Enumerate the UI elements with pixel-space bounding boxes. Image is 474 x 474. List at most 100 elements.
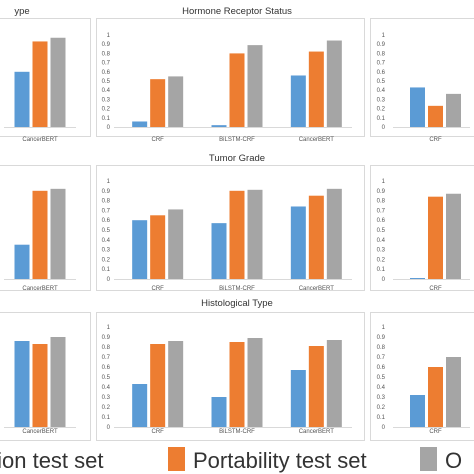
category-label: CancerBERT [22, 429, 58, 435]
y-tick-label: 0.7 [102, 61, 111, 67]
panel-frame [96, 312, 365, 441]
bar [168, 341, 184, 427]
category-label: CancerBERT [22, 137, 58, 143]
y-tick-label: 0 [382, 277, 386, 283]
chart-panel-7: CancerBERT [0, 312, 91, 441]
bar [428, 367, 443, 427]
y-tick-label: 0.7 [377, 61, 386, 67]
category-label: CRF [151, 137, 164, 143]
category-label: CancerBERT [299, 286, 335, 292]
bar [211, 397, 227, 427]
chart-panel-1: ype CancerBERT [0, 6, 91, 143]
legend-label: O [445, 448, 462, 473]
y-tick-label: 0.3 [102, 395, 111, 401]
bar [211, 125, 227, 127]
bar [290, 75, 306, 127]
y-tick-label: 0.2 [102, 107, 111, 113]
y-tick-label: 0.9 [102, 42, 111, 48]
y-tick-label: 0.5 [377, 375, 386, 381]
bar [428, 105, 443, 127]
y-tick-label: 0.2 [102, 257, 111, 263]
bar [168, 76, 184, 127]
bar [410, 87, 425, 127]
panel-title: Hormone Receptor Status [182, 6, 292, 17]
bar [410, 395, 425, 427]
bar [14, 71, 30, 127]
y-tick-label: 0.3 [102, 97, 111, 103]
panel-title: ype [14, 6, 29, 17]
y-tick-label: 0.3 [377, 248, 386, 254]
y-tick-label: 0.2 [377, 405, 386, 411]
bar [308, 195, 324, 279]
chart-panel-5: Tumor Grade 0 0.1 0.2 0.3 0.4 0.5 0.6 0.7 0.8 0.9 1… [96, 153, 365, 292]
y-tick-label: 0.7 [102, 208, 111, 214]
y-tick-label: 0.1 [102, 267, 111, 273]
y-tick-label: 0.9 [377, 335, 386, 341]
panel-frame [96, 18, 365, 137]
category-label: CRF [429, 286, 442, 292]
y-tick-label: 0.1 [102, 116, 111, 122]
bar [150, 79, 166, 127]
y-tick-label: 0.4 [102, 385, 111, 391]
y-tick-label: 0 [107, 125, 111, 131]
y-tick-label: 0.1 [377, 415, 386, 421]
chart-panel-3: 0 0.1 0.2 0.3 0.4 0.5 0.6 0.7 0.8 0.9 1 CRF [370, 18, 474, 143]
category-label: CRF [151, 286, 164, 292]
bar [150, 215, 166, 279]
y-tick-label: 0.6 [377, 70, 386, 76]
category-label: BiLSTM-CRF [219, 429, 255, 435]
y-tick-label: 0.5 [377, 79, 386, 85]
y-tick-label: 0.6 [102, 70, 111, 76]
bar [50, 188, 66, 279]
bar [150, 344, 166, 427]
bar [247, 338, 263, 427]
y-tick-label: 1 [382, 179, 386, 185]
bar [326, 340, 342, 427]
panel-title: Tumor Grade [209, 153, 265, 164]
bar [168, 209, 184, 279]
y-tick-label: 0.4 [377, 385, 386, 391]
y-tick-label: 1 [382, 325, 386, 331]
legend-label: Portability test set [193, 448, 367, 473]
y-tick-label: 0.5 [102, 228, 111, 234]
y-tick-label: 0.4 [102, 88, 111, 94]
y-tick-label: 0.4 [102, 238, 111, 244]
category-label: CRF [151, 429, 164, 435]
y-tick-label: 0.5 [377, 228, 386, 234]
y-tick-label: 0.9 [102, 335, 111, 341]
bar [50, 337, 66, 427]
bar [14, 341, 30, 427]
category-label: CRF [429, 137, 442, 143]
bar [410, 278, 425, 279]
y-tick-label: 0.4 [377, 88, 386, 94]
y-tick-label: 0.1 [377, 116, 386, 122]
y-tick-label: 0.4 [377, 238, 386, 244]
y-tick-label: 0.3 [377, 395, 386, 401]
bar [14, 244, 30, 279]
bar [229, 190, 245, 279]
chart-panel-8: Histological Type 0 0.1 0.2 0.3 0.4 0.5 0.6 0.7 0… [96, 298, 365, 441]
panel-title: Histological Type [201, 298, 273, 309]
panel-frame [370, 165, 474, 291]
bar [290, 206, 306, 279]
y-tick-label: 0 [382, 125, 386, 131]
y-tick-label: 0.5 [102, 375, 111, 381]
y-tick-label: 0.8 [102, 199, 111, 205]
bar [326, 40, 342, 127]
bar [247, 189, 263, 279]
bar [446, 357, 461, 427]
category-label: CancerBERT [299, 429, 335, 435]
bar [50, 37, 66, 128]
y-tick-label: 0.6 [377, 218, 386, 224]
y-tick-label: 1 [107, 33, 111, 39]
bar [446, 193, 461, 279]
y-tick-label: 0.2 [377, 257, 386, 263]
bar [428, 196, 443, 279]
legend: tion test set Portability test set O [0, 447, 462, 473]
y-tick-label: 0 [107, 425, 111, 431]
bar [308, 51, 324, 128]
chart-panel-6: 0 0.1 0.2 0.3 0.4 0.5 0.6 0.7 0.8 0.9 1 CRF [370, 165, 474, 292]
y-tick-label: 0.7 [377, 355, 386, 361]
y-tick-label: 0.8 [102, 345, 111, 351]
y-tick-label: 0.9 [377, 189, 386, 195]
